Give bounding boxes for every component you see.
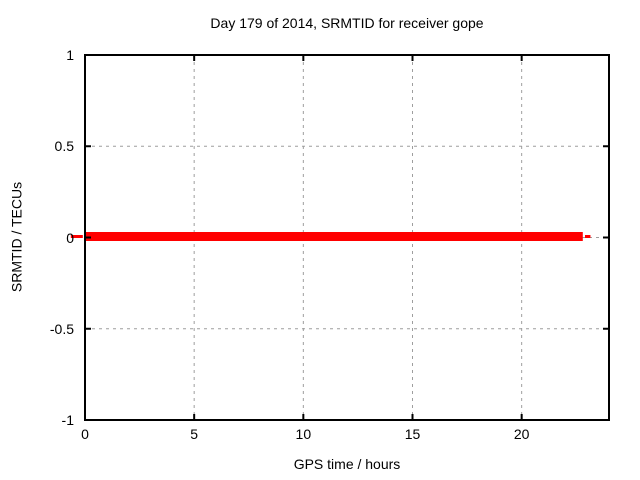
y-tick-label: -1 [61, 412, 74, 428]
y-tick-label: 0 [66, 229, 74, 246]
y-tick-label: 1 [66, 47, 74, 63]
x-tick-label: 20 [513, 426, 530, 442]
x-tick-label: 5 [190, 426, 199, 442]
y-tick-label: -0.5 [49, 320, 74, 337]
x-tick-label: 10 [295, 426, 312, 442]
x-tick-label: 15 [404, 426, 421, 442]
chart-title: Day 179 of 2014, SRMTID for receiver gop… [210, 15, 484, 31]
x-axis-label: GPS time / hours [293, 456, 401, 472]
y-tick-label: 0.5 [54, 138, 74, 155]
x-tick-label: 0 [81, 426, 89, 442]
